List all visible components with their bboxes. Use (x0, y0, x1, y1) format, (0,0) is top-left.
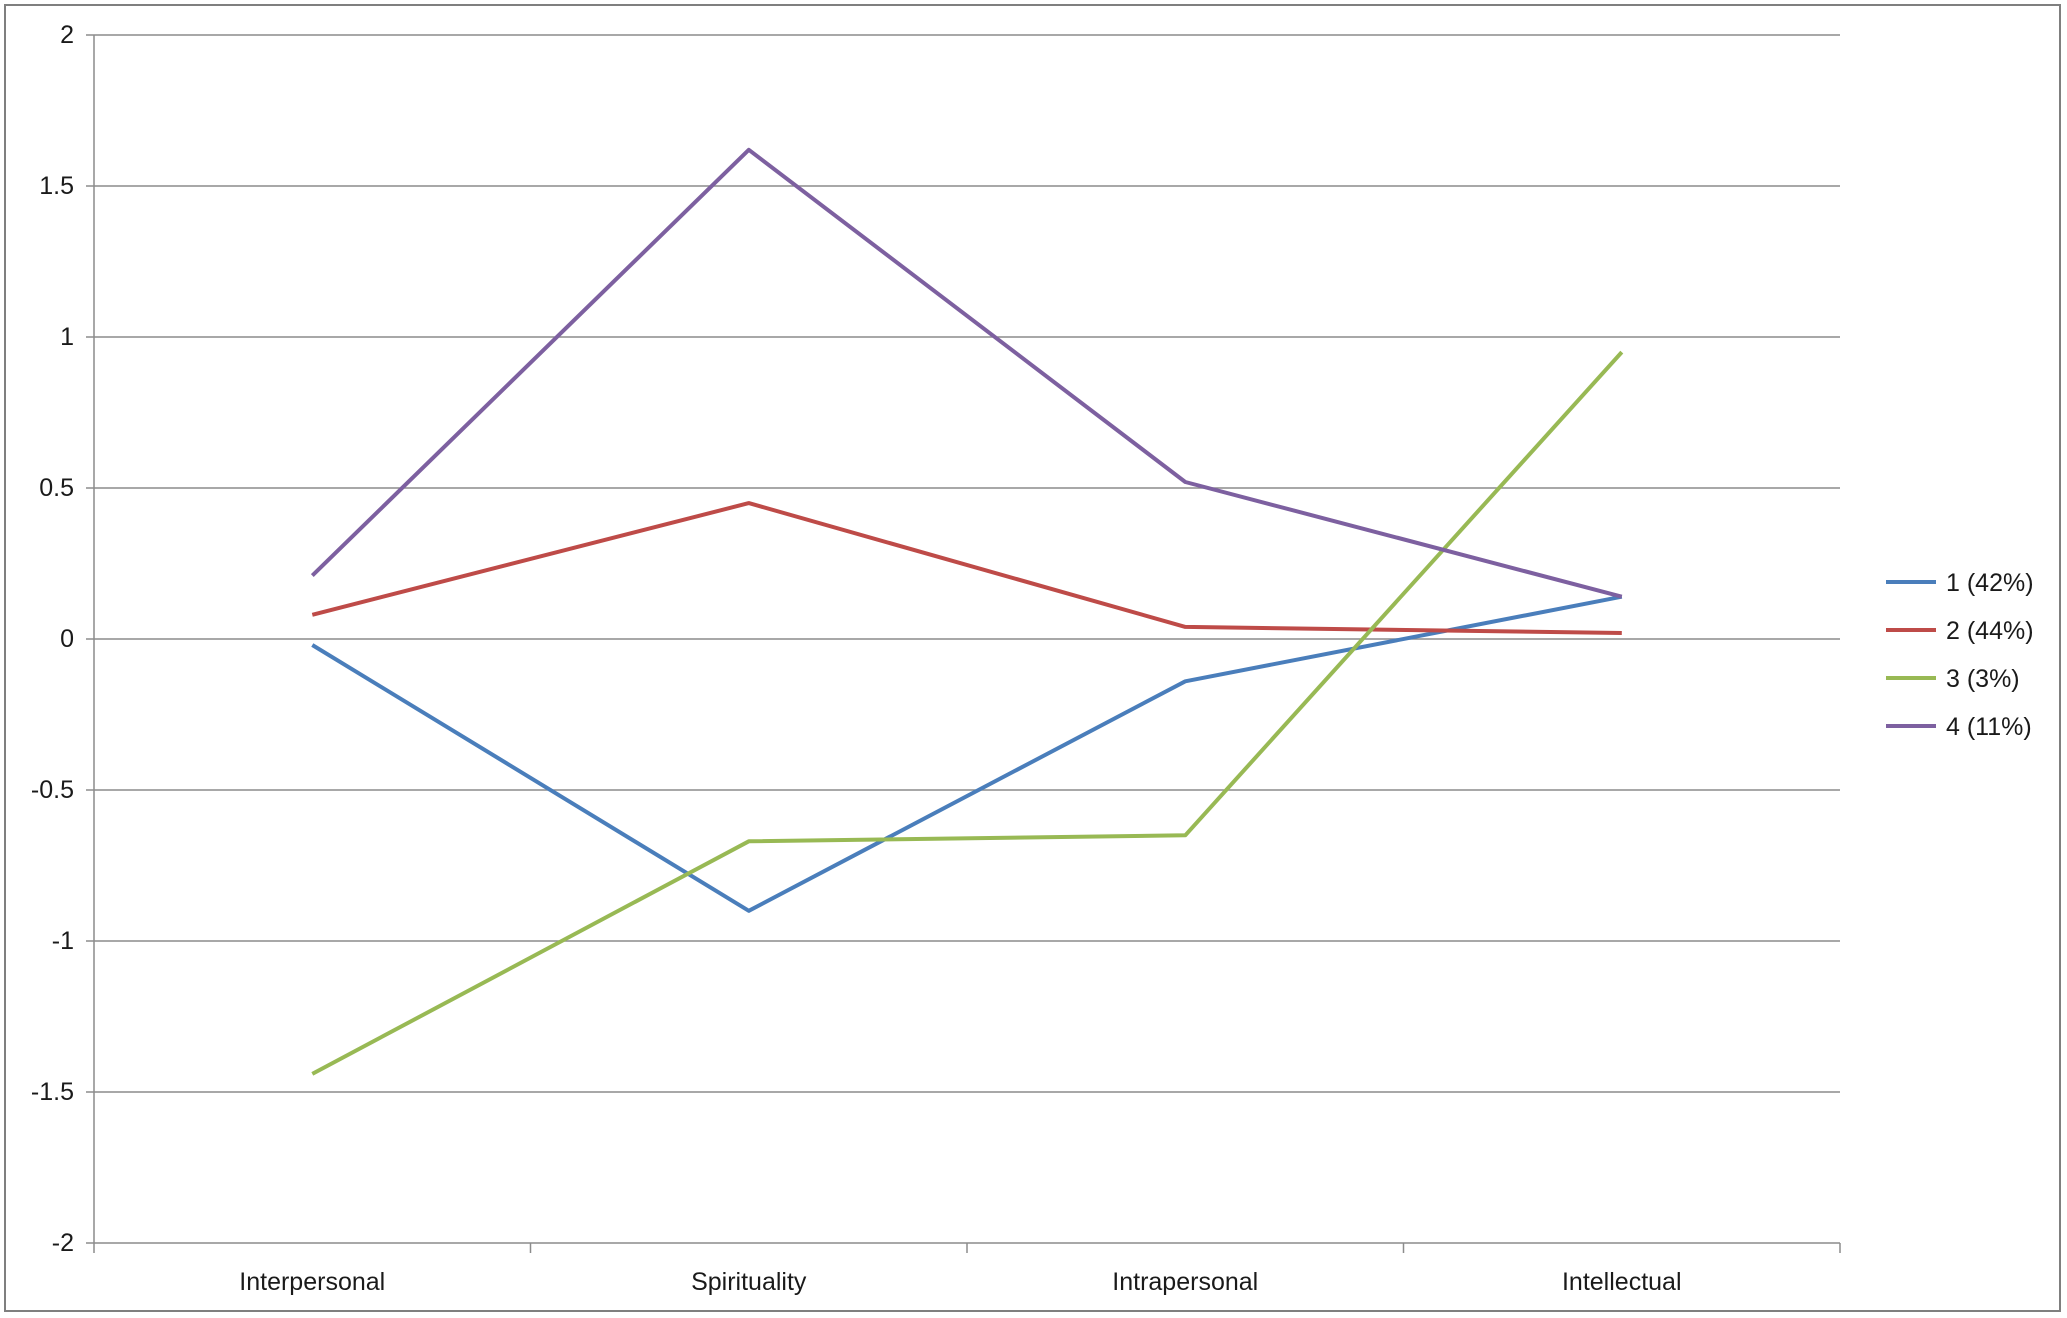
series-line (311, 594, 1623, 913)
y-tick-label: 0 (60, 625, 74, 653)
x-tick-label: Spirituality (691, 1268, 807, 1296)
series-line (311, 350, 1624, 1076)
y-tick-label: -1 (52, 927, 74, 955)
y-tick-label: 0.5 (39, 474, 74, 502)
y-tick-label: 2 (60, 21, 74, 49)
x-tick-labels: Interpersonal Spirituality Intrapersonal In… (239, 1268, 1681, 1296)
y-tick-label: 1 (60, 323, 74, 351)
series-line (311, 501, 1622, 635)
y-tick-label: -0.5 (31, 776, 74, 804)
line-chart: 2 1.5 1 0.5 0 -0.5 -1 -1.5 -2 Interpersonal Spiri… (31, 21, 2034, 1296)
y-tick-label: -1.5 (31, 1078, 74, 1106)
legend-label: 4 (11%) (1946, 713, 2032, 741)
legend-label: 2 (44%) (1946, 617, 2034, 645)
x-tick-label: Intellectual (1562, 1268, 1682, 1296)
axes (86, 34, 1841, 1253)
series-line (310, 147, 1623, 599)
y-tick-label: -2 (52, 1229, 74, 1257)
x-tick-label: Intrapersonal (1112, 1268, 1258, 1296)
x-tick-label: Interpersonal (239, 1268, 385, 1296)
y-tick-label: 1.5 (39, 172, 74, 200)
series-lines (310, 147, 1624, 1076)
gridlines (94, 34, 1840, 1093)
legend: 1 (42%) 2 (44%) 3 (3%) 4 (11%) (1886, 569, 2034, 741)
legend-label: 3 (3%) (1946, 665, 2020, 693)
legend-label: 1 (42%) (1946, 569, 2034, 597)
y-tick-labels: 2 1.5 1 0.5 0 -0.5 -1 -1.5 -2 (31, 21, 74, 1257)
chart-frame: 2 1.5 1 0.5 0 -0.5 -1 -1.5 -2 Interpersonal Spiri… (4, 4, 2061, 1312)
